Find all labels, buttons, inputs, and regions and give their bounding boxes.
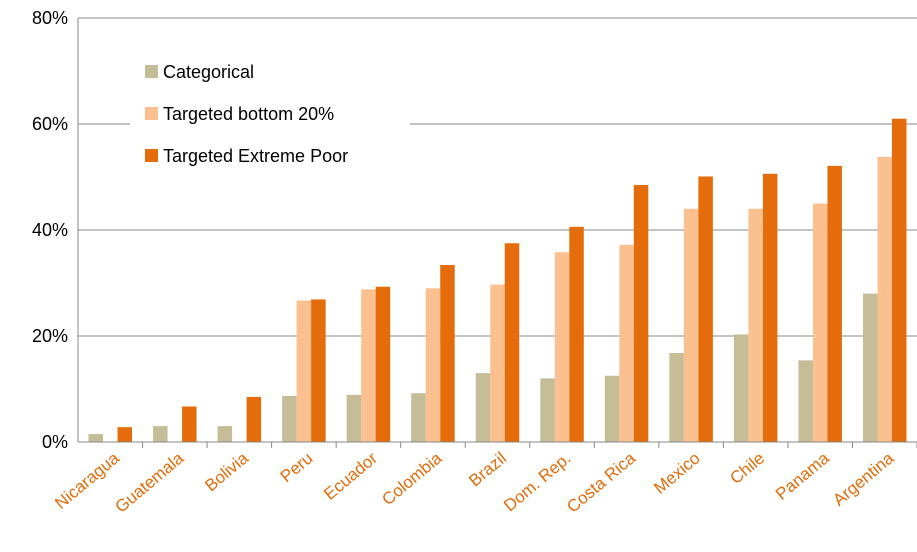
bar-targeted-bottom-20--argentina <box>877 156 892 443</box>
bar-targeted-extreme-poor-panama <box>827 165 842 442</box>
bar-targeted-bottom-20--panama <box>812 203 828 442</box>
bar-categorical-peru <box>282 395 297 442</box>
x-tick-label: Ecuador <box>320 448 381 503</box>
bar-targeted-extreme-poor-nicaragua <box>117 427 133 442</box>
bar-categorical-argentina <box>862 293 878 442</box>
legend-label: Categorical <box>163 62 254 82</box>
bar-targeted-extreme-poor-argentina <box>891 118 907 442</box>
bar-categorical-dom-rep- <box>540 378 555 442</box>
bar-targeted-extreme-poor-ecuador <box>375 286 391 442</box>
bar-targeted-bottom-20--peru <box>296 300 312 442</box>
bar-categorical-costa-rica <box>604 375 620 442</box>
y-tick-labels: 0% 20% 40% 60% 80% <box>32 8 68 452</box>
bar-categorical-ecuador <box>346 394 362 442</box>
legend-label: Targeted Extreme Poor <box>163 146 348 166</box>
legend-background <box>130 57 410 205</box>
bar-targeted-bottom-20--colombia <box>425 288 441 442</box>
x-tick-label: Peru <box>277 449 317 487</box>
bar-categorical-panama <box>798 360 813 442</box>
legend-swatch <box>145 65 158 78</box>
axes <box>77 18 917 448</box>
bars <box>88 118 907 443</box>
bar-categorical-nicaragua <box>88 434 104 442</box>
y-tick-label: 80% <box>32 8 68 28</box>
y-tick-label: 40% <box>32 220 68 240</box>
bar-targeted-bottom-20--costa-rica <box>619 244 634 442</box>
legend-label: Targeted bottom 20% <box>163 104 334 124</box>
bar-categorical-mexico <box>669 352 684 442</box>
x-tick-label: Costa Rica <box>563 448 639 516</box>
y-tick-label: 0% <box>42 432 68 452</box>
legend-swatch <box>145 107 158 120</box>
bar-targeted-bottom-20--chile <box>748 208 763 442</box>
x-tick-label: Chile <box>726 449 768 488</box>
x-tick-label: Argentina <box>829 448 897 510</box>
legend-swatch <box>145 149 158 162</box>
bar-targeted-extreme-poor-guatemala <box>182 406 197 442</box>
bar-targeted-extreme-poor-chile <box>762 173 778 442</box>
y-tick-label: 20% <box>32 326 68 346</box>
bar-targeted-bottom-20--dom-rep- <box>554 252 570 442</box>
bar-targeted-bottom-20--brazil <box>490 284 505 442</box>
x-tick-label: Brazil <box>465 449 510 491</box>
bar-targeted-extreme-poor-bolivia <box>246 396 262 442</box>
bar-targeted-extreme-poor-mexico <box>698 176 713 442</box>
x-tick-label: Bolivia <box>201 448 252 495</box>
bar-categorical-colombia <box>411 393 426 442</box>
bar-categorical-bolivia <box>217 426 233 442</box>
bar-categorical-brazil <box>475 373 491 442</box>
x-tick-label: Colombia <box>378 448 446 509</box>
bar-targeted-extreme-poor-dom-rep- <box>569 226 584 442</box>
bar-targeted-extreme-poor-colombia <box>440 264 455 442</box>
x-tick-label: Dom. Rep. <box>500 449 574 516</box>
bar-targeted-extreme-poor-peru <box>311 299 326 442</box>
bar-targeted-extreme-poor-brazil <box>504 243 520 442</box>
bar-targeted-extreme-poor-costa-rica <box>633 184 649 442</box>
bar-categorical-guatemala <box>153 426 168 442</box>
x-tick-label: Mexico <box>650 449 703 498</box>
x-tick-label: Guatemala <box>111 448 187 516</box>
legend: Categorical Targeted bottom 20% Targeted E… <box>130 57 410 205</box>
bar-categorical-chile <box>733 334 749 442</box>
bar-targeted-bottom-20--mexico <box>683 208 699 442</box>
bar-targeted-bottom-20--ecuador <box>361 289 376 442</box>
x-tick-label: Panama <box>772 448 833 504</box>
y-tick-label: 60% <box>32 114 68 134</box>
